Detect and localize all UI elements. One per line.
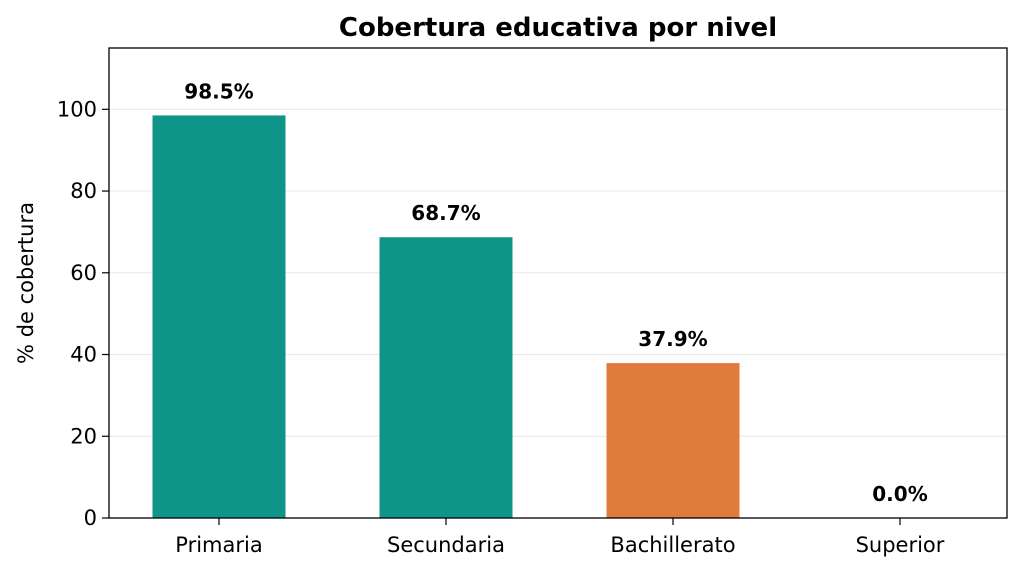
x-axis: Primaria Secundaria Bachillerato Superior	[175, 518, 945, 557]
data-label-superior: 0.0%	[872, 482, 927, 506]
y-axis: 0 20 40 60 80 100	[57, 97, 109, 530]
data-label-bachillerato: 37.9%	[638, 327, 707, 351]
y-axis-label: % de cobertura	[14, 202, 38, 364]
x-tick-label: Primaria	[175, 533, 262, 557]
y-tick-label: 0	[84, 506, 97, 530]
data-label-primaria: 98.5%	[184, 79, 253, 103]
y-tick-label: 20	[70, 424, 97, 448]
bar-primaria	[152, 115, 286, 518]
bars	[152, 115, 740, 519]
y-tick-label: 40	[70, 343, 97, 367]
y-tick-label: 80	[70, 179, 97, 203]
plot-frame	[108, 47, 1008, 519]
x-tick-label: Superior	[856, 533, 945, 557]
y-tick-label: 60	[70, 261, 97, 285]
bar-bachillerato	[606, 363, 740, 518]
chart-title: Cobertura educativa por nivel	[339, 13, 777, 43]
data-labels: 98.5% 68.7% 37.9% 0.0%	[184, 79, 927, 506]
data-label-secundaria: 68.7%	[411, 201, 480, 225]
bar-secundaria	[379, 237, 513, 519]
x-tick-label: Bachillerato	[610, 533, 735, 557]
y-tick-label: 100	[57, 97, 97, 121]
x-tick-label: Secundaria	[387, 533, 505, 557]
